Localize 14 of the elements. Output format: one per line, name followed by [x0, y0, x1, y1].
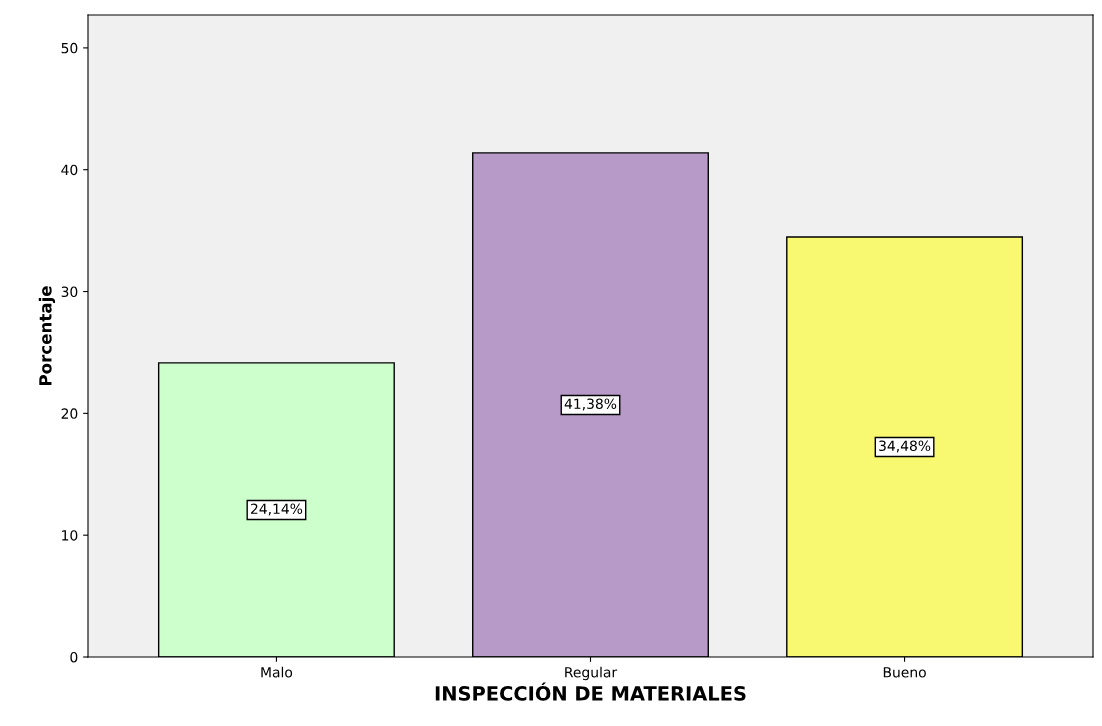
data-label: 24,14%: [250, 503, 303, 516]
x-tick-label: Bueno: [883, 667, 926, 678]
data-label: 34,48%: [879, 440, 931, 453]
y-tick-label: 40: [61, 164, 78, 176]
y-tick-label: 30: [61, 286, 78, 298]
y-axis-title: Porcentaje: [38, 286, 56, 386]
y-tick-label: 0: [70, 651, 78, 663]
y-tick-label: 10: [62, 530, 78, 541]
y-tick-label: 20: [61, 408, 78, 419]
x-tick-label: Regular: [565, 666, 618, 681]
data-label: 41,38%: [564, 398, 617, 411]
y-tick-label: 50: [61, 42, 78, 54]
x-tick-label: Malo: [261, 666, 293, 678]
x-axis-title: INSPECCIÓN DE MATERIALES: [435, 682, 746, 701]
